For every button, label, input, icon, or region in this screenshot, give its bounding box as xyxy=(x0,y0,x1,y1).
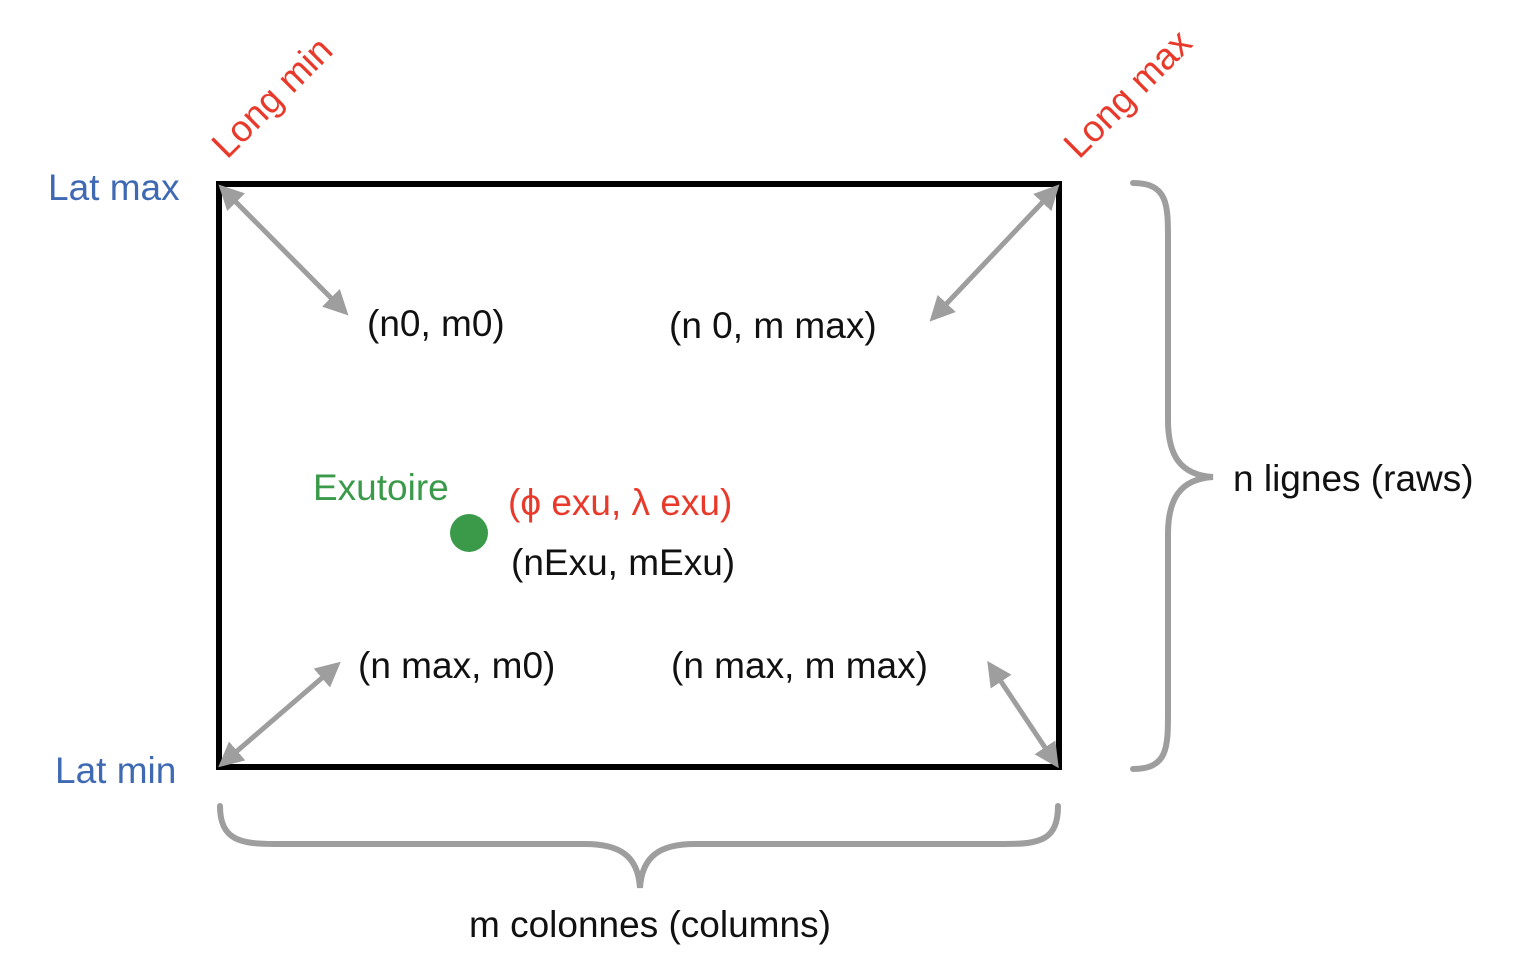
arrow-top-left xyxy=(218,184,349,316)
long-min-label: Long min xyxy=(204,29,341,166)
corner-bottom-right-label: (n max, m max) xyxy=(671,645,928,686)
columns-brace-label: m colonnes (columns) xyxy=(469,904,831,945)
long-max-label: Long max xyxy=(1056,21,1200,165)
rows-brace-label: n lignes (raws) xyxy=(1233,458,1474,499)
outlet-geo-coords-label: (ϕ exu, λ exu) xyxy=(508,482,732,523)
outlet-point xyxy=(450,514,488,552)
arrow-top-right xyxy=(929,184,1060,322)
arrow-bottom-left xyxy=(218,661,341,768)
rows-brace xyxy=(1130,180,1214,772)
outlet-grid-index-label: (nExu, mExu) xyxy=(511,542,735,583)
corner-bottom-left-label: (n max, m0) xyxy=(358,645,555,686)
arrow-bottom-right xyxy=(987,660,1059,769)
outlet-name-label: Exutoire xyxy=(313,467,449,508)
corner-top-right-label: (n 0, m max) xyxy=(669,305,877,346)
lat-min-label: Lat min xyxy=(55,750,176,791)
columns-brace xyxy=(217,803,1061,889)
grid-frame xyxy=(216,181,1062,770)
lat-max-label: Lat max xyxy=(48,167,180,208)
corner-top-left-label: (n0, m0) xyxy=(367,303,505,344)
